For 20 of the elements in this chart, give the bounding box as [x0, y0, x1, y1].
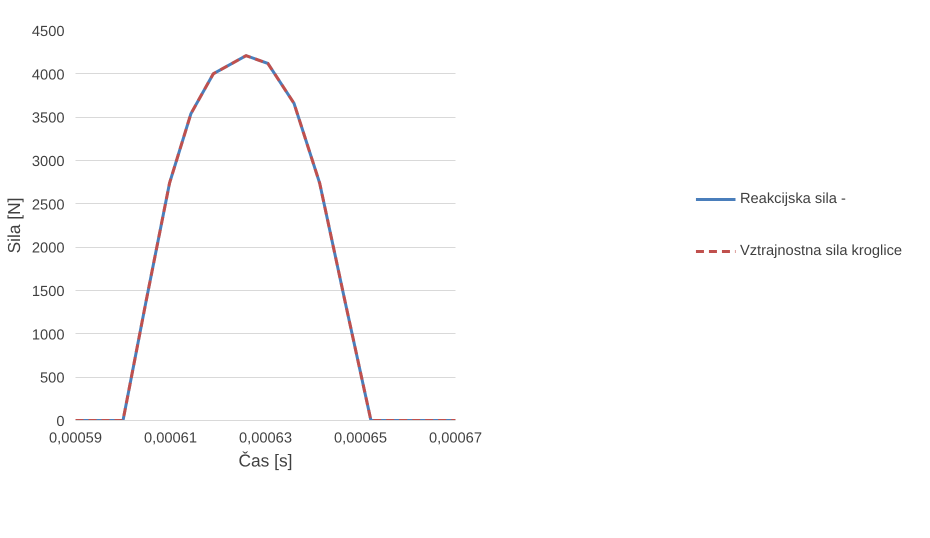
x-tick-label: 0,00065: [334, 430, 387, 446]
line-series: [76, 54, 456, 420]
y-tick-label: 1500: [32, 284, 65, 300]
y-tick-label: 2000: [32, 240, 65, 257]
y-axis-title: Sila [N]: [4, 198, 24, 254]
y-tick-label: 2500: [32, 197, 65, 214]
x-tick-label: 0,00063: [239, 430, 292, 446]
legend-label: Vztrajnostna sila kroglice: [740, 242, 902, 261]
y-tick-label: 3500: [32, 110, 65, 127]
x-axis-title: Čas [s]: [238, 450, 292, 470]
y-tick-label: 500: [40, 370, 65, 387]
y-tick-label: 3000: [32, 154, 65, 170]
x-tick-label: 0,00059: [49, 430, 102, 446]
y-tick-label: 0: [56, 414, 65, 430]
x-tick-label: 0,00061: [144, 430, 197, 446]
legend-label: Reakcijska sila -: [740, 190, 846, 209]
y-tick-label: 1000: [32, 327, 65, 344]
y-tick-label: 4000: [32, 67, 65, 84]
x-tick-label: 0,00067: [429, 430, 482, 446]
y-tick-label: 4500: [32, 24, 65, 40]
